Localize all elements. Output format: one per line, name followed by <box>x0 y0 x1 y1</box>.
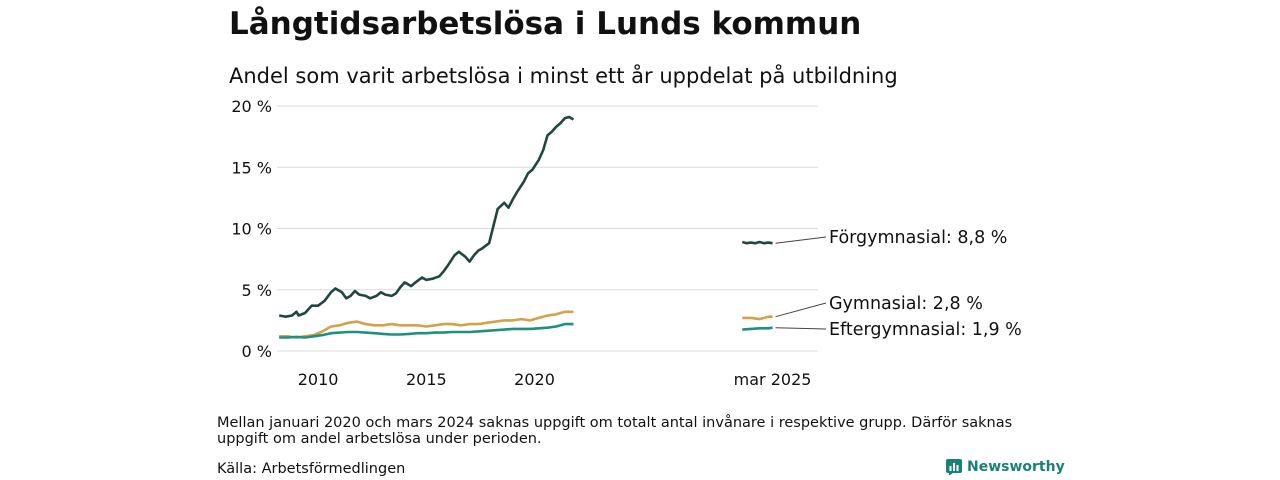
series-line-gymnasial <box>279 310 574 339</box>
chart-note: Mellan januari 2020 och mars 2024 saknas… <box>217 415 1013 447</box>
series-label: Gymnasial: 2,8 % <box>829 294 983 314</box>
line-chart: 0 % 5 % 10 % 15 % 20 % 2010 2015 2020 mar 2025 Fö… <box>231 97 1022 389</box>
y-tick-label: 0 % <box>242 342 272 361</box>
x-tick-label: 2020 <box>514 370 555 389</box>
y-tick-label: 20 % <box>231 97 272 116</box>
series-label: Eftergymnasial: 1,9 % <box>829 320 1022 340</box>
series-recent-eftergymnasial <box>742 326 773 331</box>
series-recent-gymnasial <box>742 315 773 321</box>
label-leader-line <box>775 327 827 330</box>
brand-name: Newsworthy <box>967 459 1065 475</box>
y-tick-label: 10 % <box>231 220 272 239</box>
series-line-förgymnasial <box>278 115 575 318</box>
y-tick-label: 15 % <box>231 158 272 177</box>
chart-title: Långtidsarbetslösa i Lunds kommun <box>229 6 862 42</box>
newsworthy-icon <box>946 459 962 475</box>
newsworthy-logo: Newsworthy <box>946 459 1065 475</box>
y-tick-label: 5 % <box>242 281 272 300</box>
series-label: Förgymnasial: 8,8 % <box>829 228 1007 248</box>
source-text: Källa: Arbetsförmedlingen <box>217 461 406 477</box>
series-recent-förgymnasial <box>741 240 773 245</box>
x-tick-label: 2015 <box>406 370 447 389</box>
label-leader-line <box>775 302 827 318</box>
label-leader-line <box>775 236 827 244</box>
x-tick-label: 2010 <box>298 370 339 389</box>
x-tick-label: mar 2025 <box>734 370 812 389</box>
series-line-eftergymnasial <box>279 322 574 339</box>
chart-subtitle: Andel som varit arbetslösa i minst ett å… <box>229 64 898 88</box>
